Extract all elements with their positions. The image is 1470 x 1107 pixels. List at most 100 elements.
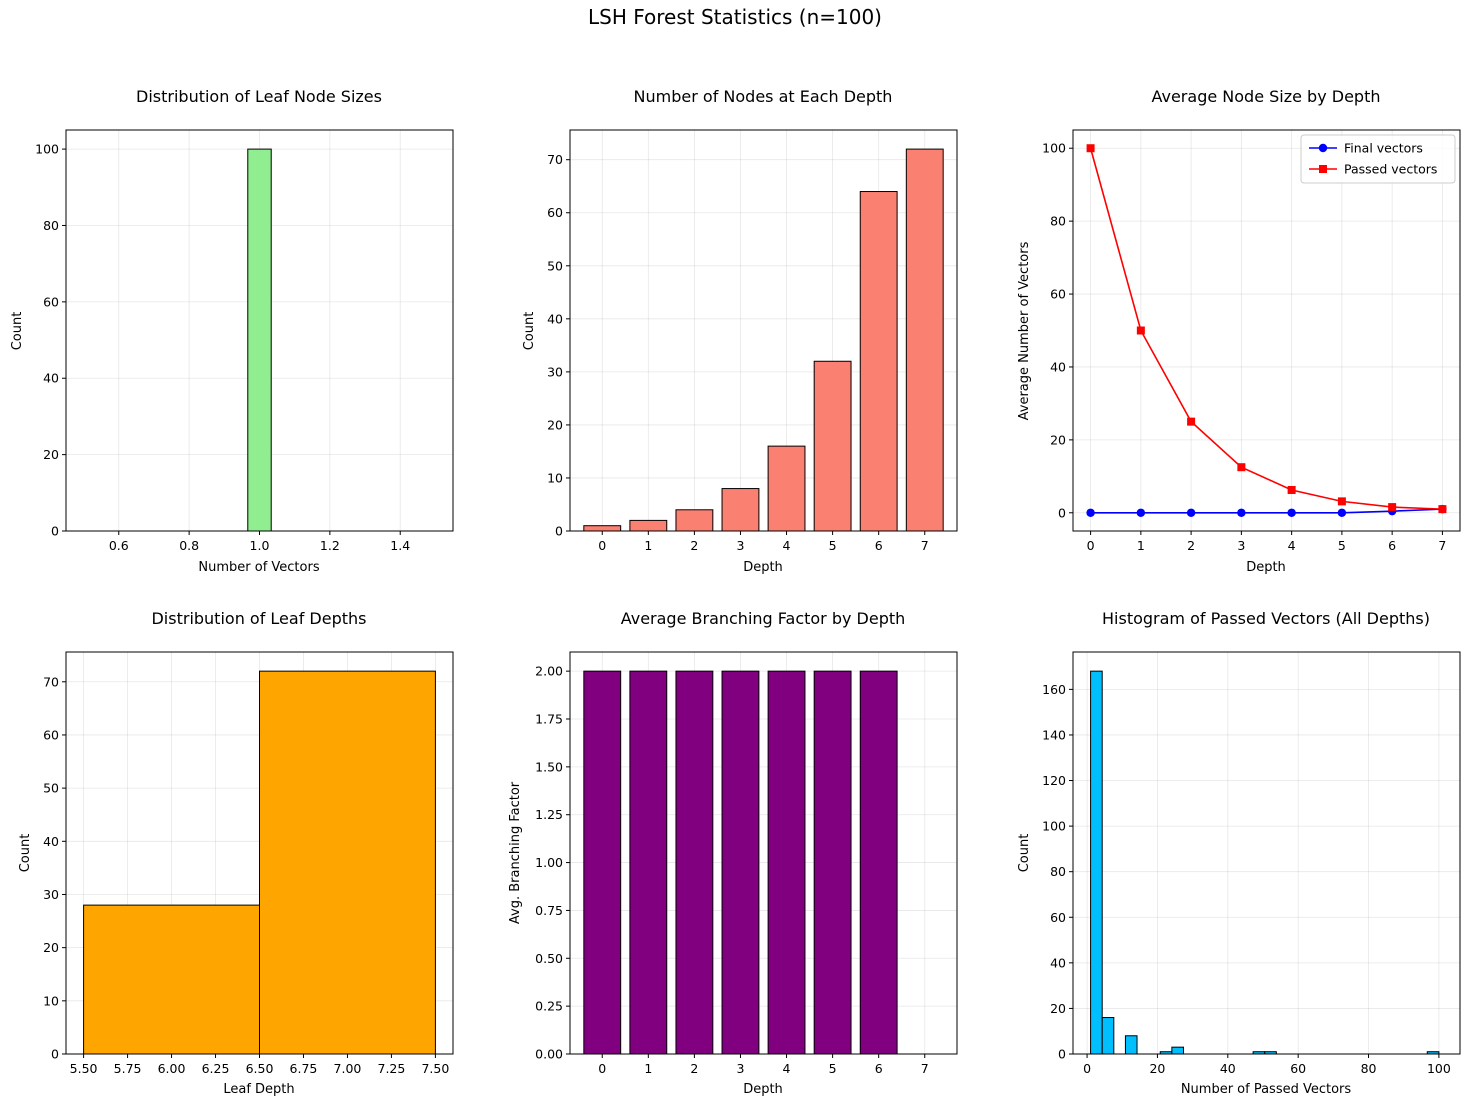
x-tick-label: 0: [598, 538, 606, 553]
data-point: [1186, 508, 1196, 517]
data-point: [1187, 417, 1196, 426]
data-point: [1337, 508, 1347, 517]
legend-label: Passed vectors: [1344, 162, 1437, 177]
data-point: [1237, 463, 1246, 472]
y-tick-label: 160: [1042, 682, 1066, 697]
figure-title: LSH Forest Statistics (n=100): [588, 5, 882, 29]
bar: [629, 670, 668, 1055]
data-point: [1287, 508, 1296, 517]
y-tick-label: 60: [43, 294, 59, 309]
y-tick-label: 20: [43, 447, 59, 462]
x-tick-label: 6.50: [246, 1061, 274, 1076]
y-tick-label: 0: [51, 524, 59, 539]
y-tick-label: 70: [43, 674, 59, 689]
panel-leaf-sizes: 0 20 40 60 80 100 0.6 0.8 1.0 1.2 1.4: [35, 129, 454, 553]
plot-frame: [1072, 651, 1461, 1055]
panel-nodes-per-depth: 0 10 20 30 40 50 60 70 0 1 2 3 4 5 6 7: [547, 129, 958, 553]
panel-title-avg-node-size: Average Node Size by Depth: [1151, 87, 1380, 106]
bar: [859, 191, 898, 532]
bar: [1101, 1017, 1115, 1055]
x-tick-label: 1.2: [320, 538, 340, 553]
y-tick-label: 60: [1050, 910, 1066, 925]
y-tick-label: 30: [547, 364, 563, 379]
x-tick-label: 6: [875, 538, 883, 553]
bar: [583, 525, 622, 532]
legend: Final vectors Passed vectors: [1300, 134, 1456, 184]
x-tick-label: 2: [1187, 538, 1195, 553]
y-axis-label-avg-node-size: Average Number of Vectors: [1017, 241, 1032, 420]
y-tick-label: 60: [43, 727, 59, 742]
data-point: [1287, 485, 1296, 494]
y-tick-label: 80: [43, 218, 59, 233]
x-tick-label: 7.00: [334, 1061, 362, 1076]
bar: [905, 148, 944, 532]
x-tick-label: 1.4: [390, 538, 410, 553]
plot-frame: [1072, 129, 1461, 532]
x-axis-label-avg-node-size: Depth: [1246, 560, 1286, 575]
legend-box: [1300, 134, 1456, 184]
plot-frame: [569, 129, 958, 532]
y-tick-label: 10: [43, 993, 59, 1008]
data-point: [1337, 497, 1346, 506]
y-tick-label: 10: [547, 470, 563, 485]
series-line: [1089, 148, 1443, 510]
x-tick-label: 3: [736, 1061, 744, 1076]
y-axis-label-passed-vectors: Count: [1017, 834, 1032, 873]
y-tick-label: 0: [1058, 1047, 1066, 1062]
data-point: [1438, 505, 1447, 514]
bar: [675, 670, 714, 1055]
y-axis-label-nodes-per-depth: Count: [522, 312, 537, 351]
bar: [767, 670, 806, 1055]
y-tick-label: 0.50: [535, 951, 563, 966]
data-point: [1136, 508, 1146, 517]
panel-title-leaf-depths: Distribution of Leaf Depths: [151, 609, 366, 628]
x-tick-label: 5: [829, 538, 837, 553]
legend-marker: [1319, 165, 1327, 173]
bar: [767, 445, 806, 532]
x-tick-label: 0.8: [179, 538, 199, 553]
y-tick-label: 50: [547, 258, 563, 273]
x-tick-label: 0: [1087, 538, 1095, 553]
x-tick-label: 0.6: [109, 538, 129, 553]
x-tick-label: 6.25: [202, 1061, 230, 1076]
y-tick-label: 1.75: [535, 712, 563, 727]
bar: [83, 904, 260, 1055]
y-tick-label: 0: [1058, 505, 1066, 520]
x-tick-label: 7.25: [378, 1061, 406, 1076]
series-line: [1090, 508, 1443, 514]
x-tick-label: 5: [829, 1061, 837, 1076]
x-tick-label: 5: [1338, 538, 1346, 553]
x-axis-label-nodes-per-depth: Depth: [743, 560, 783, 575]
y-tick-label: 60: [547, 205, 563, 220]
data-point: [1136, 326, 1145, 335]
x-tick-label: 3: [1237, 538, 1245, 553]
x-tick-label: 2: [690, 538, 698, 553]
x-axis-label-branching-factor: Depth: [743, 1082, 783, 1097]
y-tick-label: 70: [547, 152, 563, 167]
bar: [1124, 1035, 1138, 1055]
x-tick-label: 60: [1290, 1061, 1306, 1076]
data-point: [1086, 144, 1095, 153]
bar: [1171, 1046, 1184, 1055]
y-tick-label: 100: [35, 142, 59, 157]
x-tick-label: 7.50: [421, 1061, 449, 1076]
y-tick-label: 50: [43, 781, 59, 796]
x-tick-label: 7: [1438, 538, 1446, 553]
y-tick-label: 40: [43, 834, 59, 849]
y-tick-label: 40: [1050, 955, 1066, 970]
x-tick-label: 40: [1220, 1061, 1236, 1076]
bar: [813, 360, 852, 532]
y-tick-label: 20: [547, 417, 563, 432]
x-tick-label: 4: [1288, 538, 1296, 553]
bar: [859, 670, 898, 1055]
y-tick-label: 20: [43, 940, 59, 955]
y-axis-label-leaf-sizes: Count: [10, 312, 25, 351]
y-tick-label: 40: [1050, 359, 1066, 374]
data-point: [1388, 503, 1397, 512]
x-tick-label: 1: [1137, 538, 1145, 553]
panel-title-passed-vectors: Histogram of Passed Vectors (All Depths): [1102, 609, 1430, 628]
y-tick-label: 60: [1050, 287, 1066, 302]
x-tick-label: 6: [875, 1061, 883, 1076]
x-tick-label: 3: [736, 538, 744, 553]
panel-title-nodes-per-depth: Number of Nodes at Each Depth: [634, 87, 893, 106]
